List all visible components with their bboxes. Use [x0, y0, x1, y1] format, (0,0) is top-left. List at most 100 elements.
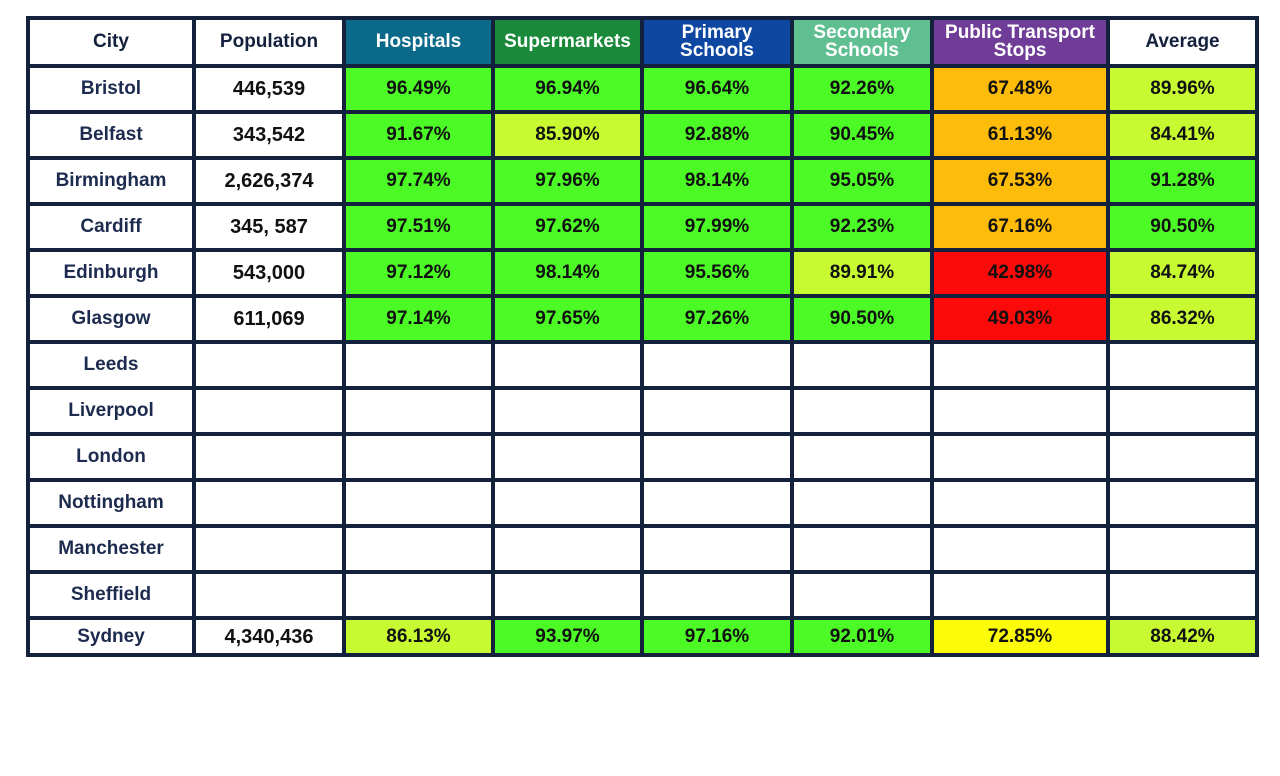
population-cell: 345, 587	[196, 206, 342, 248]
public-transport-stops-cell	[934, 436, 1106, 478]
city-cell: Liverpool	[30, 390, 192, 432]
public-transport-stops-cell	[934, 482, 1106, 524]
population-cell	[196, 482, 342, 524]
header-population: Population	[196, 20, 342, 64]
secondary-schools-cell	[794, 344, 930, 386]
primary-schools-cell	[644, 344, 790, 386]
secondary-schools-cell: 92.01%	[794, 620, 930, 653]
city-cell: Edinburgh	[30, 252, 192, 294]
population-cell	[196, 574, 342, 616]
secondary-schools-cell: 90.50%	[794, 298, 930, 340]
header-public-transport-stops: Public Transport Stops	[934, 20, 1106, 64]
secondary-schools-cell: 89.91%	[794, 252, 930, 294]
primary-schools-cell	[644, 390, 790, 432]
hospitals-cell	[346, 528, 491, 570]
city-cell: Nottingham	[30, 482, 192, 524]
average-cell	[1110, 528, 1255, 570]
average-cell: 89.96%	[1110, 68, 1255, 110]
average-cell	[1110, 482, 1255, 524]
supermarkets-cell	[495, 574, 640, 616]
public-transport-stops-cell: 67.53%	[934, 160, 1106, 202]
population-cell: 611,069	[196, 298, 342, 340]
public-transport-stops-cell	[934, 344, 1106, 386]
population-cell: 4,340,436	[196, 620, 342, 653]
average-cell	[1110, 390, 1255, 432]
header-city: City	[30, 20, 192, 64]
secondary-schools-cell	[794, 482, 930, 524]
city-cell: Leeds	[30, 344, 192, 386]
hospitals-cell: 97.51%	[346, 206, 491, 248]
secondary-schools-cell: 92.23%	[794, 206, 930, 248]
average-cell: 91.28%	[1110, 160, 1255, 202]
city-cell: Sheffield	[30, 574, 192, 616]
secondary-schools-cell	[794, 436, 930, 478]
city-cell: Sydney	[30, 620, 192, 653]
average-cell: 88.42%	[1110, 620, 1255, 653]
primary-schools-cell: 96.64%	[644, 68, 790, 110]
supermarkets-cell	[495, 344, 640, 386]
city-cell: Belfast	[30, 114, 192, 156]
average-cell: 84.74%	[1110, 252, 1255, 294]
hospitals-cell: 97.74%	[346, 160, 491, 202]
population-cell	[196, 436, 342, 478]
primary-schools-cell: 97.16%	[644, 620, 790, 653]
supermarkets-cell	[495, 390, 640, 432]
supermarkets-cell	[495, 436, 640, 478]
public-transport-stops-cell: 67.16%	[934, 206, 1106, 248]
secondary-schools-cell	[794, 528, 930, 570]
population-cell	[196, 390, 342, 432]
hospitals-cell	[346, 574, 491, 616]
supermarkets-cell: 97.96%	[495, 160, 640, 202]
hospitals-cell: 97.14%	[346, 298, 491, 340]
header-hospitals: Hospitals	[346, 20, 491, 64]
primary-schools-cell: 95.56%	[644, 252, 790, 294]
supermarkets-cell: 93.97%	[495, 620, 640, 653]
secondary-schools-cell	[794, 574, 930, 616]
public-transport-stops-cell	[934, 528, 1106, 570]
supermarkets-cell: 98.14%	[495, 252, 640, 294]
supermarkets-cell: 97.65%	[495, 298, 640, 340]
secondary-schools-cell	[794, 390, 930, 432]
city-cell: Glasgow	[30, 298, 192, 340]
city-cell: Cardiff	[30, 206, 192, 248]
access-table: City Population Hospitals Supermarkets Prima…	[26, 16, 1259, 657]
hospitals-cell	[346, 482, 491, 524]
primary-schools-cell: 98.14%	[644, 160, 790, 202]
public-transport-stops-cell: 67.48%	[934, 68, 1106, 110]
primary-schools-cell	[644, 436, 790, 478]
primary-schools-cell	[644, 574, 790, 616]
primary-schools-cell: 97.26%	[644, 298, 790, 340]
city-cell: London	[30, 436, 192, 478]
hospitals-cell: 97.12%	[346, 252, 491, 294]
primary-schools-cell: 97.99%	[644, 206, 790, 248]
hospitals-cell	[346, 390, 491, 432]
hospitals-cell: 86.13%	[346, 620, 491, 653]
average-cell: 90.50%	[1110, 206, 1255, 248]
population-cell	[196, 344, 342, 386]
secondary-schools-cell: 95.05%	[794, 160, 930, 202]
city-cell: Manchester	[30, 528, 192, 570]
population-cell: 343,542	[196, 114, 342, 156]
population-cell	[196, 528, 342, 570]
secondary-schools-cell: 90.45%	[794, 114, 930, 156]
supermarkets-cell	[495, 482, 640, 524]
average-cell: 86.32%	[1110, 298, 1255, 340]
city-cell: Birmingham	[30, 160, 192, 202]
population-cell: 446,539	[196, 68, 342, 110]
header-primary-schools: Primary Schools	[644, 20, 790, 64]
public-transport-stops-cell	[934, 390, 1106, 432]
supermarkets-cell: 97.62%	[495, 206, 640, 248]
header-average: Average	[1110, 20, 1255, 64]
population-cell: 2,626,374	[196, 160, 342, 202]
city-cell: Bristol	[30, 68, 192, 110]
average-cell	[1110, 574, 1255, 616]
average-cell: 84.41%	[1110, 114, 1255, 156]
public-transport-stops-cell: 61.13%	[934, 114, 1106, 156]
supermarkets-cell	[495, 528, 640, 570]
supermarkets-cell: 85.90%	[495, 114, 640, 156]
hospitals-cell: 91.67%	[346, 114, 491, 156]
average-cell	[1110, 344, 1255, 386]
hospitals-cell: 96.49%	[346, 68, 491, 110]
public-transport-stops-cell: 72.85%	[934, 620, 1106, 653]
primary-schools-cell	[644, 528, 790, 570]
